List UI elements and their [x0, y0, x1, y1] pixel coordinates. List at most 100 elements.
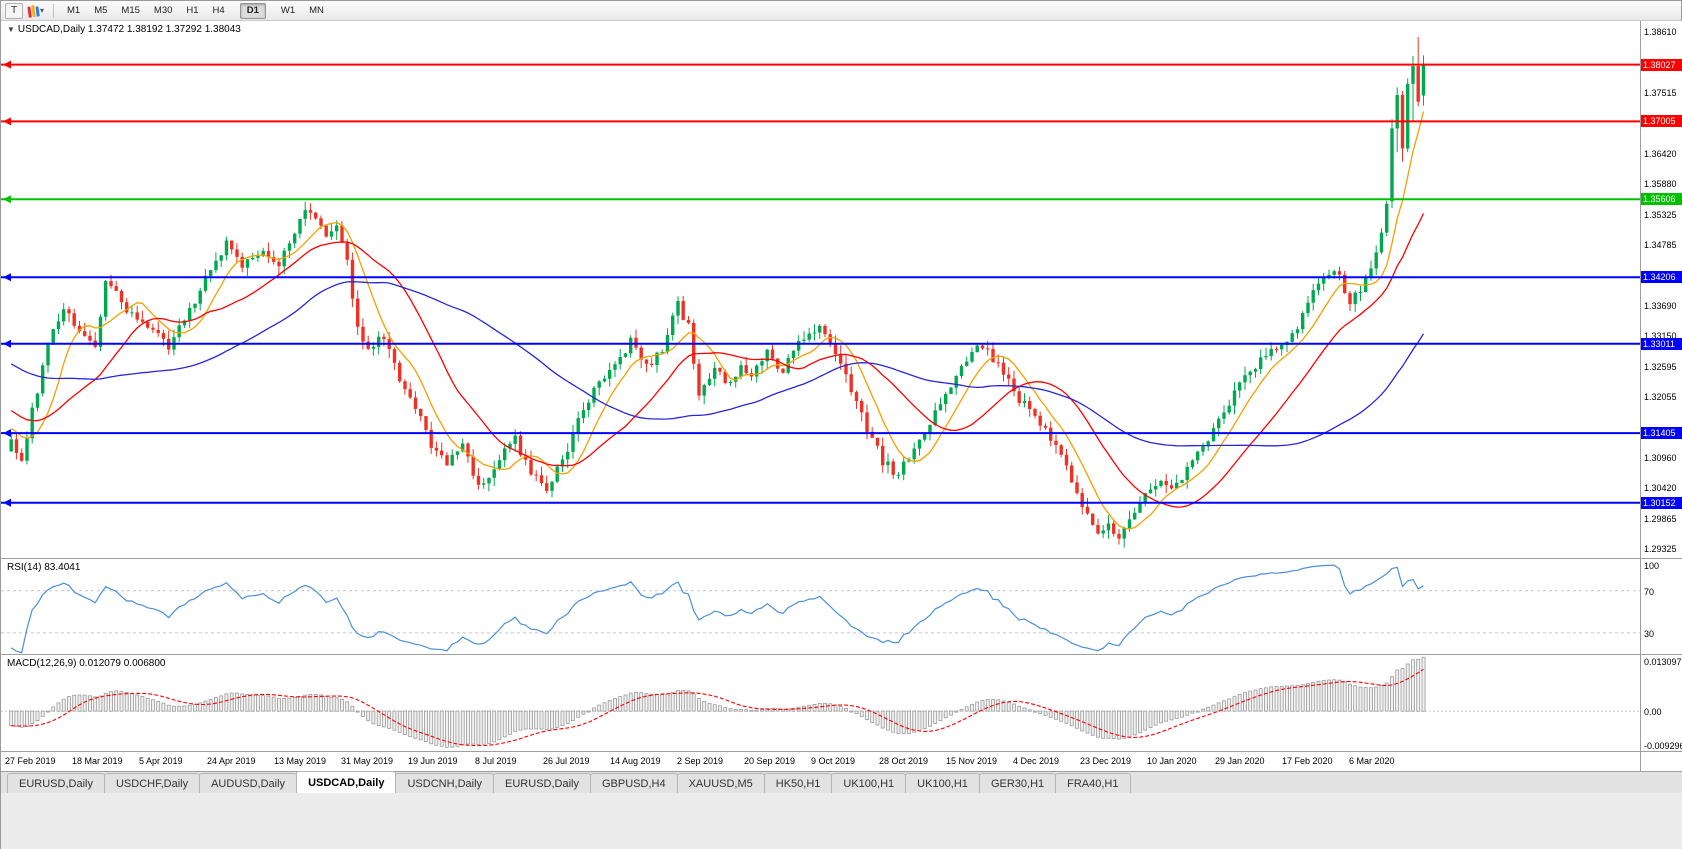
macd-axis-label: 0.00 [1644, 707, 1662, 717]
time-axis-label: 20 Sep 2019 [744, 756, 796, 766]
horizontal-level-line[interactable] [1, 195, 1640, 204]
price-axis-label: 1.33690 [1644, 301, 1677, 311]
level-arrow-icon [3, 273, 11, 282]
level-arrow-icon [3, 498, 11, 507]
macd-axis-label: 0.013097 [1644, 657, 1682, 667]
level-arrow-icon [3, 195, 11, 204]
chart-tab-eurusd[interactable]: EURUSD,Daily [493, 773, 591, 793]
horizontal-level-line[interactable] [1, 117, 1640, 126]
timeframe-button-m15[interactable]: M15 [121, 5, 140, 16]
rsi-chart[interactable] [1, 559, 1640, 654]
timeframe-button-m5[interactable]: M5 [94, 5, 108, 16]
chart-tab-audusd[interactable]: AUDUSD,Daily [199, 773, 298, 793]
rsi-axis-label: 100 [1644, 561, 1660, 571]
chart-tab-eurusd[interactable]: EURUSD,Daily [7, 773, 105, 793]
time-axis-label: 2 Sep 2019 [677, 756, 724, 766]
time-axis-label: 27 Feb 2019 [5, 756, 56, 766]
time-axis-label: 8 Jul 2019 [475, 756, 517, 766]
ma-medium-line [10, 213, 1425, 508]
price-level-badge: 1.38027 [1641, 59, 1682, 71]
ma-slow-line [10, 281, 1425, 447]
timeframe-button-mn[interactable]: MN [309, 5, 324, 16]
horizontal-level-line[interactable] [1, 339, 1640, 348]
level-arrow-icon [3, 339, 11, 348]
chart-window: ▼ USDCAD,Daily 1.37472 1.38192 1.37292 1.… [1, 21, 1682, 771]
price-axis-label: 1.33150 [1644, 331, 1677, 341]
timeframe-button-d1[interactable]: D1 [239, 2, 266, 19]
timeframe-button-group: M1 M5 M15 M30 H1 H4 D1 W1 MN [60, 2, 331, 19]
rsi-panel: RSI(14) 83.4041 [1, 559, 1640, 654]
horizontal-level-line[interactable] [1, 429, 1640, 438]
rsi-axis-label: 30 [1644, 629, 1655, 639]
macd-histogram [9, 656, 1426, 748]
timeframe-button-m1[interactable]: M1 [67, 5, 81, 16]
macd-signal-line [11, 668, 1424, 747]
panel-separator[interactable] [1, 558, 1682, 559]
price-axis-label: 1.35325 [1644, 210, 1677, 220]
timeframe-button-w1[interactable]: W1 [280, 5, 296, 16]
panel-separator [1, 751, 1682, 752]
chart-tab-gbpusd[interactable]: GBPUSD,H4 [590, 773, 678, 793]
time-axis-label: 10 Jan 2020 [1147, 756, 1197, 766]
price-level-badge: 1.37005 [1641, 115, 1682, 127]
time-axis-label: 31 May 2019 [341, 756, 394, 766]
chart-tab-usdchf[interactable]: USDCHF,Daily [103, 773, 201, 793]
time-axis-label: 28 Oct 2019 [879, 756, 929, 766]
chart-tab-fra40[interactable]: FRA40,H1 [1055, 773, 1131, 793]
crayons-icon [27, 4, 40, 18]
time-axis-label: 26 Jul 2019 [543, 756, 590, 766]
panel-separator[interactable] [1, 654, 1682, 655]
time-axis-label: 24 Apr 2019 [207, 756, 256, 766]
horizontal-level-line[interactable] [1, 60, 1640, 69]
price-axis-label: 1.35880 [1644, 179, 1677, 189]
chart-tab-uk100[interactable]: UK100,H1 [831, 773, 907, 793]
time-axis-label: 15 Nov 2019 [946, 756, 998, 766]
timeframe-button-m30[interactable]: M30 [153, 5, 173, 16]
time-axis-label: 13 May 2019 [274, 756, 327, 766]
price-axis-label: 1.32595 [1644, 362, 1677, 372]
timeframe-button-h4[interactable]: H4 [212, 5, 225, 16]
time-axis-label: 14 Aug 2019 [610, 756, 661, 766]
time-axis-label: 23 Dec 2019 [1080, 756, 1132, 766]
macd-label: MACD(12,26,9) 0.012079 0.006800 [7, 658, 165, 669]
time-axis-label: 4 Dec 2019 [1013, 756, 1060, 766]
rsi-value: 83.4041 [44, 562, 81, 573]
chart-tab-uk100[interactable]: UK100,H1 [905, 773, 980, 793]
colors-tool-button[interactable]: ▾ [25, 3, 47, 19]
chart-tab-ger30[interactable]: GER30,H1 [978, 773, 1057, 793]
main-chart-panel: ▼ USDCAD,Daily 1.37472 1.38192 1.37292 1.… [1, 21, 1640, 558]
price-axis[interactable]: 1.38610 1.37515 1.36420 1.35880 1.35325 1.347… [1640, 21, 1682, 771]
top-toolbar: T ▾ M1 M5 M15 M30 H1 H4 D1 W1 MN [1, 1, 1681, 21]
price-level-badge: 1.31405 [1641, 427, 1682, 439]
text-tool-button[interactable]: T [5, 2, 23, 19]
time-axis-label: 9 Oct 2019 [811, 756, 856, 766]
chart-tab-usdcad[interactable]: USDCAD,Daily [296, 771, 397, 793]
time-axis-label: 29 Jan 2020 [1215, 756, 1265, 766]
price-level-badge: 1.35606 [1641, 193, 1682, 205]
rsi-name: RSI(14) [7, 562, 42, 573]
horizontal-level-line[interactable] [1, 273, 1640, 282]
chart-menu-arrow-icon[interactable]: ▼ [7, 25, 15, 34]
candlestick-chart[interactable] [1, 21, 1640, 558]
timeframe-button-h1[interactable]: H1 [186, 5, 199, 16]
price-level-badge: 1.30152 [1641, 497, 1682, 509]
level-arrow-icon [3, 429, 11, 438]
price-axis-label: 1.37515 [1644, 88, 1677, 98]
price-axis-label: 1.29865 [1644, 514, 1677, 524]
price-axis-label: 1.34785 [1644, 240, 1677, 250]
ma-fast-line [10, 111, 1425, 530]
chart-header-text: USDCAD,Daily 1.37472 1.38192 1.37292 1.3… [17, 24, 241, 35]
candles [9, 37, 1426, 548]
time-axis[interactable]: 27 Feb 2019 18 Mar 2019 5 Apr 2019 24 Apr 2… [1, 752, 1640, 771]
chart-tab-usdcnh[interactable]: USDCNH,Daily [395, 773, 495, 793]
chart-tab-hk50[interactable]: HK50,H1 [763, 773, 833, 793]
chart-tabs-bar: EURUSD,Daily USDCHF,Daily AUDUSD,Daily USDC… [1, 771, 1682, 793]
chart-tab-xauusd[interactable]: XAUUSD,M5 [676, 773, 765, 793]
macd-chart[interactable] [1, 655, 1640, 751]
price-level-badge: 1.33011 [1641, 338, 1682, 350]
rsi-axis-label: 70 [1644, 587, 1655, 597]
rsi-line [10, 564, 1424, 654]
dropdown-caret-icon: ▾ [40, 6, 45, 15]
horizontal-level-line[interactable] [1, 498, 1640, 507]
